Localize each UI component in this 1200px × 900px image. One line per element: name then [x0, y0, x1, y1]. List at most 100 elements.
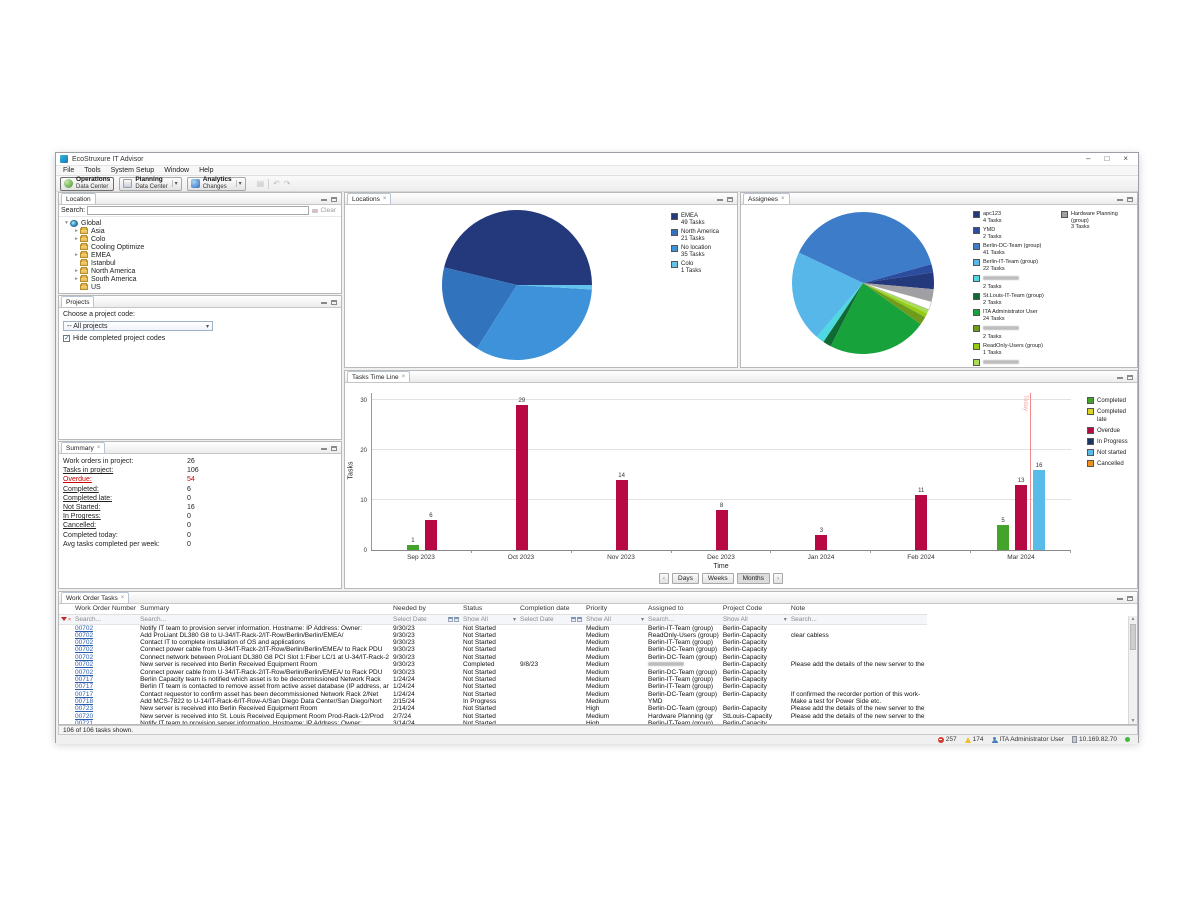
chevron-right-icon[interactable]: ▸ [75, 268, 78, 274]
calendar-icon[interactable] [571, 616, 576, 622]
search-input[interactable] [87, 206, 310, 215]
minimize-panel-icon[interactable] [1117, 597, 1123, 600]
minimize-panel-icon[interactable] [321, 198, 327, 201]
work-order-link[interactable]: 00717 [75, 676, 94, 684]
tab-assignees-chart[interactable]: Assignees × [743, 193, 790, 204]
table-row[interactable]: 00702 Add ProLiant DL380 G8 to U-34/IT-Ra… [59, 632, 927, 639]
work-order-link[interactable]: 00702 [75, 653, 94, 661]
chevron-right-icon[interactable]: ▸ [75, 236, 78, 242]
tree-item-south-america[interactable]: ▸ South America [59, 275, 341, 283]
calendar-icon[interactable] [454, 616, 459, 622]
menu-window[interactable]: Window [164, 167, 190, 174]
scrollbar-thumb[interactable] [1130, 624, 1136, 650]
tree-item-istanbul[interactable]: Istanbul [59, 259, 341, 267]
table-row[interactable]: 00721 Notify IT team to provision server … [59, 720, 927, 724]
summary-label[interactable]: Not Started: [63, 504, 101, 512]
filter-date[interactable]: Select Date [391, 614, 461, 625]
chevron-down-icon[interactable]: ▾ [171, 180, 178, 187]
table-row[interactable]: 00723 New server is received into Berlin … [59, 705, 927, 712]
close-tab-icon[interactable]: × [382, 196, 387, 202]
column-header-needed-by[interactable]: Needed by [391, 604, 461, 615]
tree-item-us[interactable]: US [59, 283, 341, 291]
table-row[interactable]: 00717 Contact requestor to confirm asset … [59, 691, 927, 698]
maximize-panel-icon[interactable] [727, 197, 733, 202]
filter-select[interactable]: Show All ▾ [461, 614, 518, 625]
next-period-button[interactable]: › [772, 573, 784, 584]
close-tab-icon[interactable]: × [96, 445, 101, 451]
table-row[interactable]: 00720 New server is received into St. Lou… [59, 712, 927, 720]
maximize-window-icon[interactable]: □ [1104, 154, 1110, 163]
tab-work-order-tasks[interactable]: Work Order Tasks × [61, 592, 130, 603]
work-order-link[interactable]: 00702 [75, 624, 94, 632]
calendar-icon[interactable] [577, 616, 582, 622]
hide-completed-checkbox[interactable]: ✓ [63, 335, 70, 342]
chevron-right-icon[interactable]: ▸ [75, 252, 78, 258]
work-order-link[interactable]: 00717 [75, 683, 94, 691]
summary-label[interactable]: Completed late: [63, 494, 113, 502]
redo-icon[interactable]: ↷ [283, 179, 291, 188]
minimize-panel-icon[interactable] [321, 447, 327, 450]
minimize-panel-icon[interactable] [1117, 198, 1123, 201]
minimize-panel-icon[interactable] [1117, 376, 1123, 379]
tree-item-colo[interactable]: ▸ Colo [59, 235, 341, 243]
close-tab-icon[interactable]: × [120, 595, 125, 601]
table-row[interactable]: 00717 Berlin Capacity team is notified wh… [59, 676, 927, 683]
work-order-link[interactable]: 00702 [75, 661, 94, 669]
filter-select[interactable]: Show All ▾ [584, 614, 646, 625]
minimize-panel-icon[interactable] [321, 301, 327, 304]
tree-item-north-america[interactable]: ▸ North America [59, 267, 341, 275]
table-scrollbar[interactable]: ▲ ▼ [1128, 616, 1137, 724]
maximize-panel-icon[interactable] [331, 300, 337, 305]
calendar-icon[interactable] [448, 616, 453, 622]
work-order-link[interactable]: 00720 [75, 712, 94, 720]
work-order-link[interactable]: 00718 [75, 698, 94, 706]
menu-tools[interactable]: Tools [84, 167, 101, 174]
summary-label[interactable]: In Progress: [63, 513, 101, 521]
toolbar-planning-button[interactable]: Planning Data Center ▾ [119, 176, 182, 191]
maximize-panel-icon[interactable] [1127, 375, 1133, 380]
column-header-project-code[interactable]: Project Code [720, 604, 789, 615]
minimize-panel-icon[interactable] [717, 198, 723, 201]
work-order-link[interactable]: 00717 [75, 690, 94, 698]
undo-icon[interactable]: ↶ [273, 179, 280, 188]
filter-search[interactable]: Search... [646, 614, 721, 625]
filter-search[interactable]: Search... [73, 614, 139, 625]
work-order-link[interactable]: 00702 [75, 638, 94, 646]
previous-period-button[interactable]: ‹ [658, 573, 670, 584]
months-button[interactable]: Months [736, 573, 770, 584]
toolbar-analytics-button[interactable]: Analytics Changes ▾ [186, 176, 246, 191]
column-header-status[interactable]: Status [461, 604, 518, 615]
tree-item-emea[interactable]: ▸ EMEA [59, 251, 341, 259]
table-row[interactable]: 00718 Add MCS-7822 to U-14/IT-Rack-6/IT-R… [59, 698, 927, 705]
scroll-down-icon[interactable]: ▼ [1130, 718, 1136, 724]
chevron-right-icon[interactable]: ▸ [75, 228, 78, 234]
work-order-link[interactable]: 00702 [75, 631, 94, 639]
summary-label[interactable]: Tasks in project: [63, 467, 114, 475]
work-order-link[interactable]: 00723 [75, 705, 94, 713]
clear-filters-cell[interactable]: × [59, 614, 73, 625]
days-button[interactable]: Days [672, 573, 699, 584]
clear-search-button[interactable]: Clear [309, 207, 339, 214]
summary-label[interactable]: Overdue: [63, 476, 92, 484]
table-row[interactable]: 00702 Connect power cable from U-34/IT-Ra… [59, 646, 927, 653]
tab-location[interactable]: Location [61, 193, 96, 204]
filter-select[interactable]: Show All ▾ [720, 614, 789, 625]
tab-tasks-timeline[interactable]: Tasks Time Line × [347, 371, 411, 382]
summary-label[interactable]: Cancelled: [63, 522, 97, 530]
tree-item-global[interactable]: ▾ Global [59, 219, 341, 227]
work-order-link[interactable]: 00721 [75, 719, 94, 724]
scroll-up-icon[interactable]: ▲ [1130, 616, 1136, 622]
work-order-link[interactable]: 00702 [75, 646, 94, 654]
tab-summary[interactable]: Summary × [61, 442, 106, 453]
column-header-completion-date[interactable]: Completion date [518, 604, 584, 615]
tree-item-cooling-optimize[interactable]: Cooling Optimize [59, 243, 341, 251]
tree-item-asia[interactable]: ▸ Asia [59, 227, 341, 235]
table-row[interactable]: 00702 New server is received into Berlin … [59, 661, 927, 669]
table-row[interactable]: 00717 Berlin IT team is contacted to remo… [59, 683, 927, 690]
tab-locations-chart[interactable]: Locations × [347, 193, 392, 204]
filter-date[interactable]: Select Date [518, 614, 584, 625]
chevron-down-icon[interactable]: ▾ [65, 220, 68, 226]
summary-label[interactable]: Completed: [63, 485, 99, 493]
table-row[interactable]: 00702 Contact IT to complete installation… [59, 639, 927, 646]
chevron-down-icon[interactable]: ▾ [235, 180, 242, 187]
